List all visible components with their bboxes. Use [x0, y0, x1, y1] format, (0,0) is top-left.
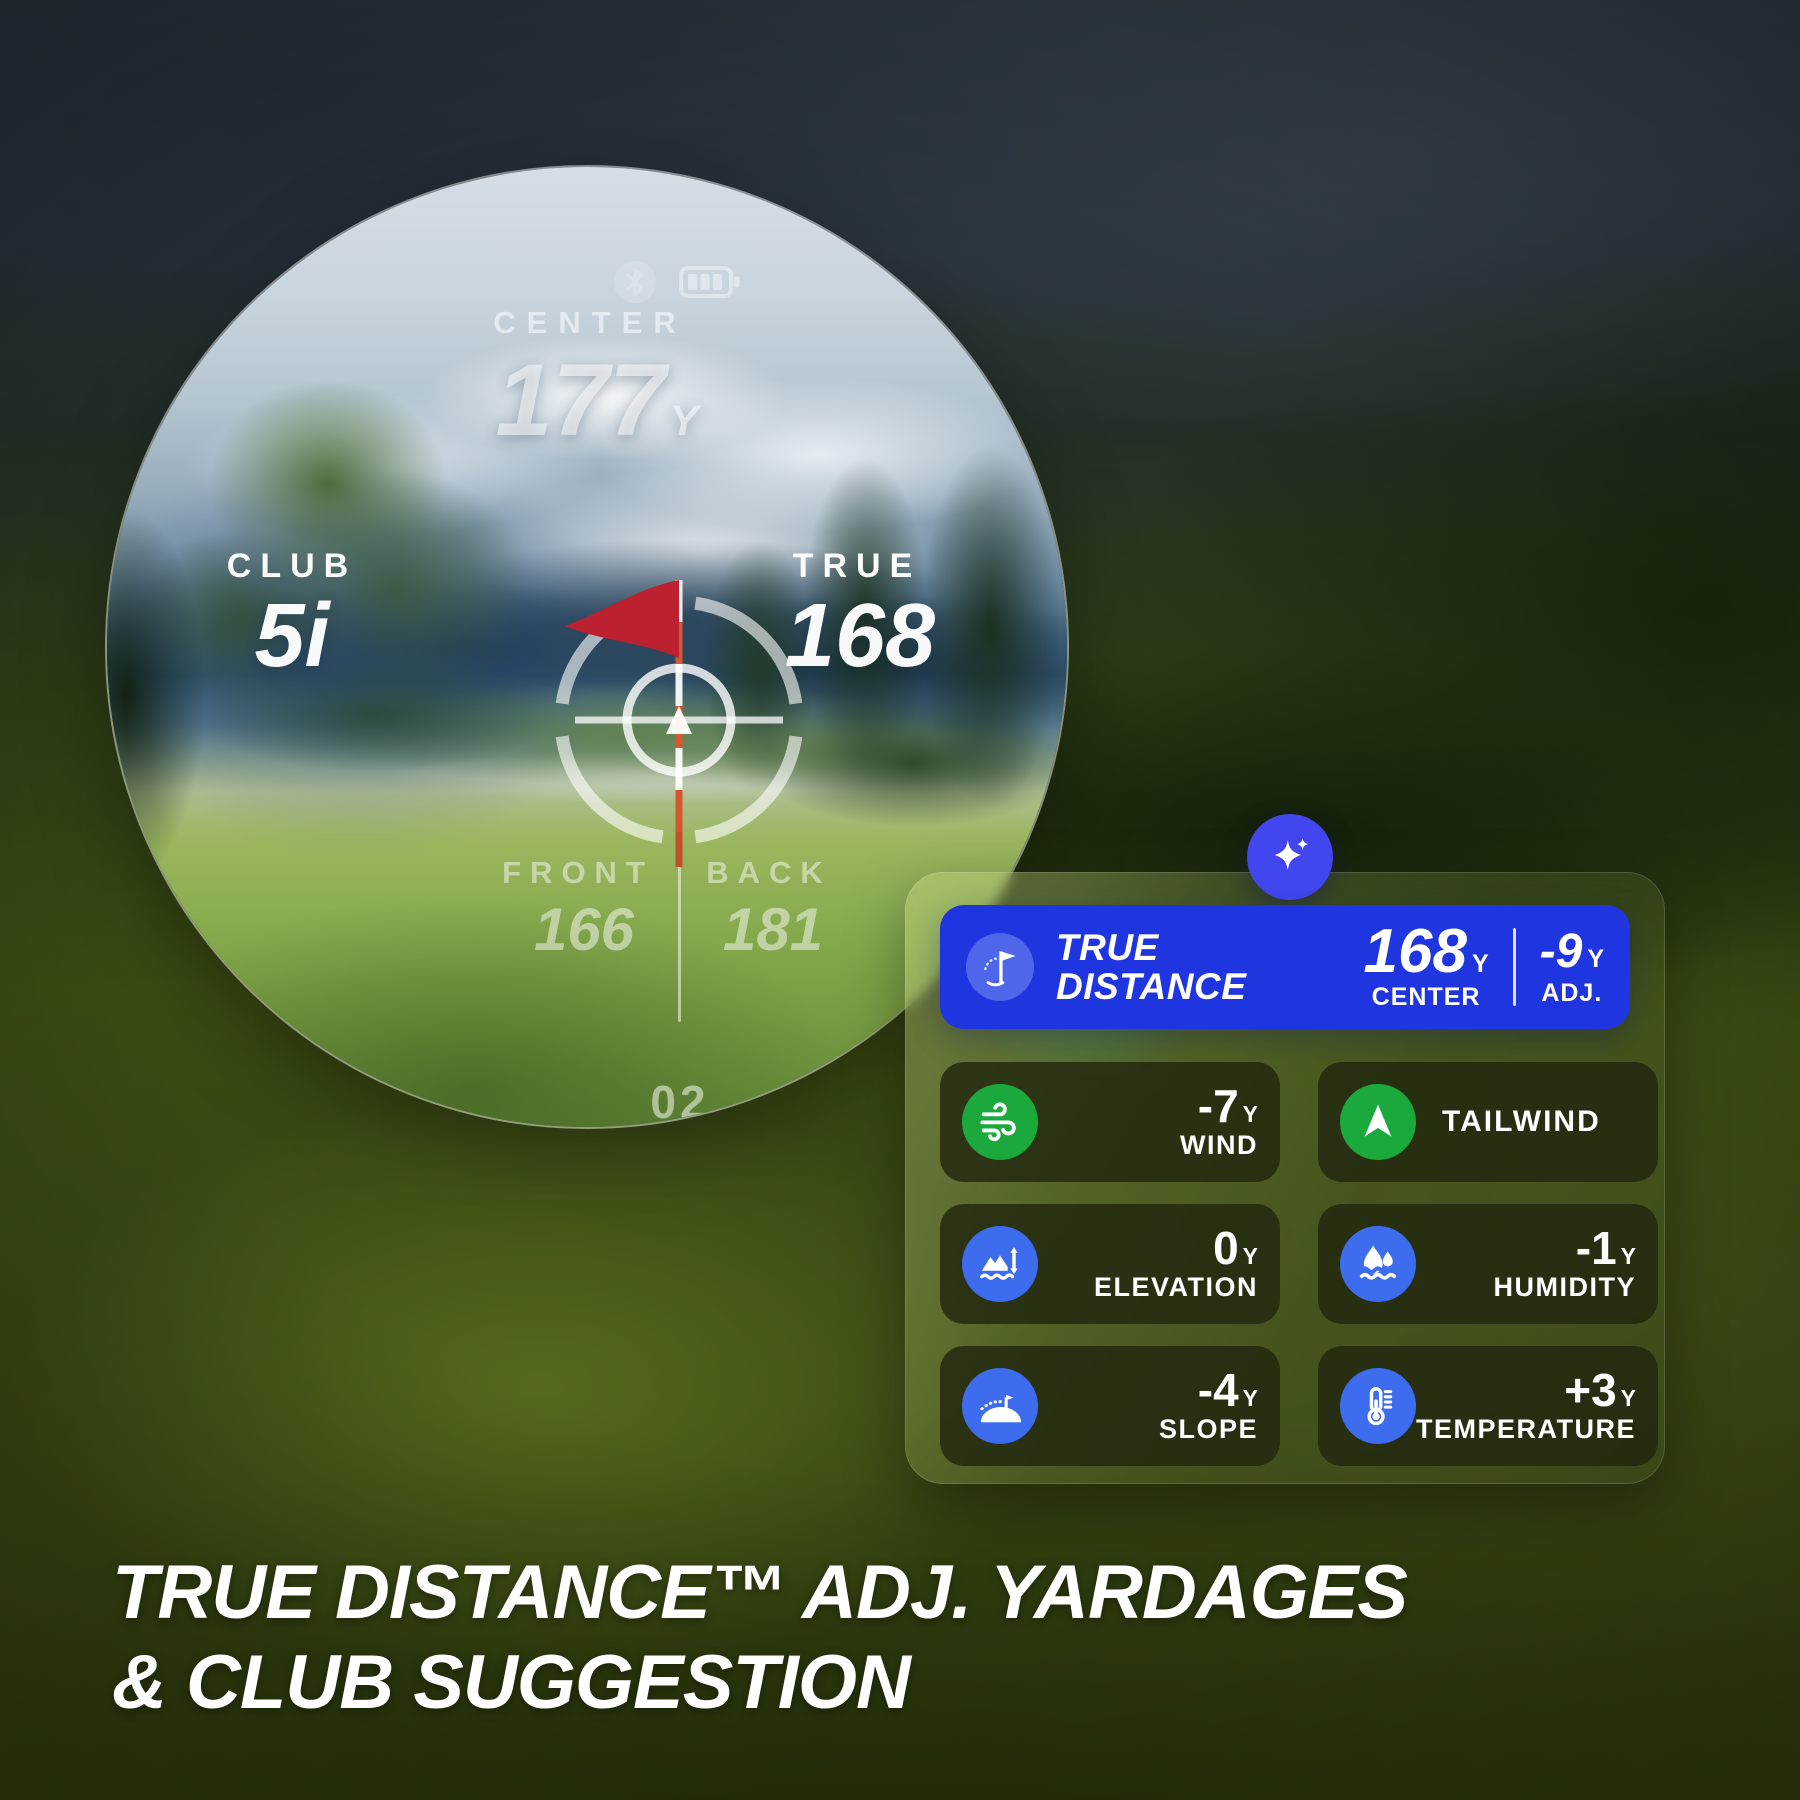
header-divider [1512, 928, 1516, 1006]
header-distance-unit: Y [1471, 949, 1489, 978]
front-label: FRONT [502, 855, 654, 890]
center-distance-metric: 168 Y CENTER [1363, 916, 1489, 1012]
slope-tile: -4 Y SLOPE [940, 1346, 1280, 1466]
slope-unit: Y [1242, 1384, 1258, 1411]
headline-line2: & CLUB SUGGESTION [112, 1640, 911, 1725]
elevation-value: 0 [1213, 1221, 1239, 1274]
back-label: BACK [706, 855, 832, 890]
header-distance-value: 168 [1363, 916, 1467, 986]
header-metrics: 168 Y CENTER -9 Y ADJ. [1363, 916, 1604, 1012]
marketing-headline: TRUE DISTANCE™ ADJ. YARDAGES & CLUB SUGG… [112, 1548, 1408, 1728]
battery-icon [678, 262, 742, 307]
tailwind-label: TAILWIND [1442, 1105, 1601, 1138]
header-title: TRUE DISTANCE [1056, 928, 1246, 1006]
header-title-line1: TRUE [1056, 927, 1159, 968]
humidity-tile: -1 Y HUMIDITY [1318, 1204, 1658, 1324]
front-back-divider [678, 867, 681, 1022]
pin-marker [666, 706, 692, 734]
header-adj-unit: Y [1587, 944, 1604, 973]
humidity-unit: Y [1620, 1242, 1636, 1269]
viewfinder-status-row [612, 259, 742, 310]
header-adj-label: ADJ. [1541, 978, 1603, 1007]
temperature-tile: +3 Y TEMPERATURE [1318, 1346, 1658, 1466]
wind-icon [962, 1084, 1038, 1160]
true-label: TRUE [792, 547, 922, 585]
humidity-icon [1340, 1226, 1416, 1302]
temperature-value: +3 [1564, 1363, 1617, 1416]
slope-value: -4 [1197, 1363, 1239, 1416]
tailwind-arrow-icon [1340, 1084, 1416, 1160]
true-distance-value: 168 [784, 586, 936, 686]
elevation-tile: 0 Y ELEVATION [940, 1204, 1280, 1324]
header-distance-label: CENTER [1371, 982, 1481, 1011]
ai-sparkle-badge [1247, 814, 1333, 900]
slope-icon [962, 1368, 1038, 1444]
temperature-label: TEMPERATURE [1416, 1413, 1637, 1444]
humidity-label: HUMIDITY [1493, 1271, 1636, 1302]
tailwind-tile: TAILWIND [1318, 1062, 1658, 1182]
wind-value: -7 [1197, 1079, 1239, 1132]
headline-line1: TRUE DISTANCE™ ADJ. YARDAGES [112, 1550, 1408, 1635]
elevation-label: ELEVATION [1093, 1271, 1258, 1302]
elevation-icon [962, 1226, 1038, 1302]
adjustment-metric: -9 Y ADJ. [1539, 924, 1604, 1008]
sparkle-icon [1264, 829, 1316, 886]
elevation-unit: Y [1242, 1242, 1258, 1269]
golf-flag-icon [966, 933, 1034, 1001]
header-title-line2: DISTANCE [1056, 966, 1247, 1007]
true-distance-header: TRUE DISTANCE 168 Y CENTER -9 Y ADJ. [940, 905, 1630, 1029]
wind-unit: Y [1242, 1100, 1258, 1127]
header-adj-value: -9 [1539, 924, 1583, 978]
red-flag [565, 580, 679, 658]
center-distance-value: 177Y [495, 343, 699, 457]
humidity-value: -1 [1575, 1221, 1617, 1274]
temperature-unit: Y [1620, 1384, 1637, 1411]
back-value: 181 [722, 896, 824, 963]
front-value: 166 [533, 896, 635, 963]
bluetooth-icon [612, 259, 658, 310]
club-value: 5i [254, 586, 330, 686]
target-reticle [519, 530, 839, 995]
temperature-icon [1340, 1368, 1416, 1444]
center-label: CENTER [493, 305, 687, 340]
slope-label: SLOPE [1158, 1413, 1258, 1444]
hole-number: 02 [650, 1076, 710, 1128]
wind-tile: -7 Y WIND [940, 1062, 1280, 1182]
club-label: CLUB [226, 547, 358, 585]
wind-label: WIND [1180, 1129, 1258, 1160]
